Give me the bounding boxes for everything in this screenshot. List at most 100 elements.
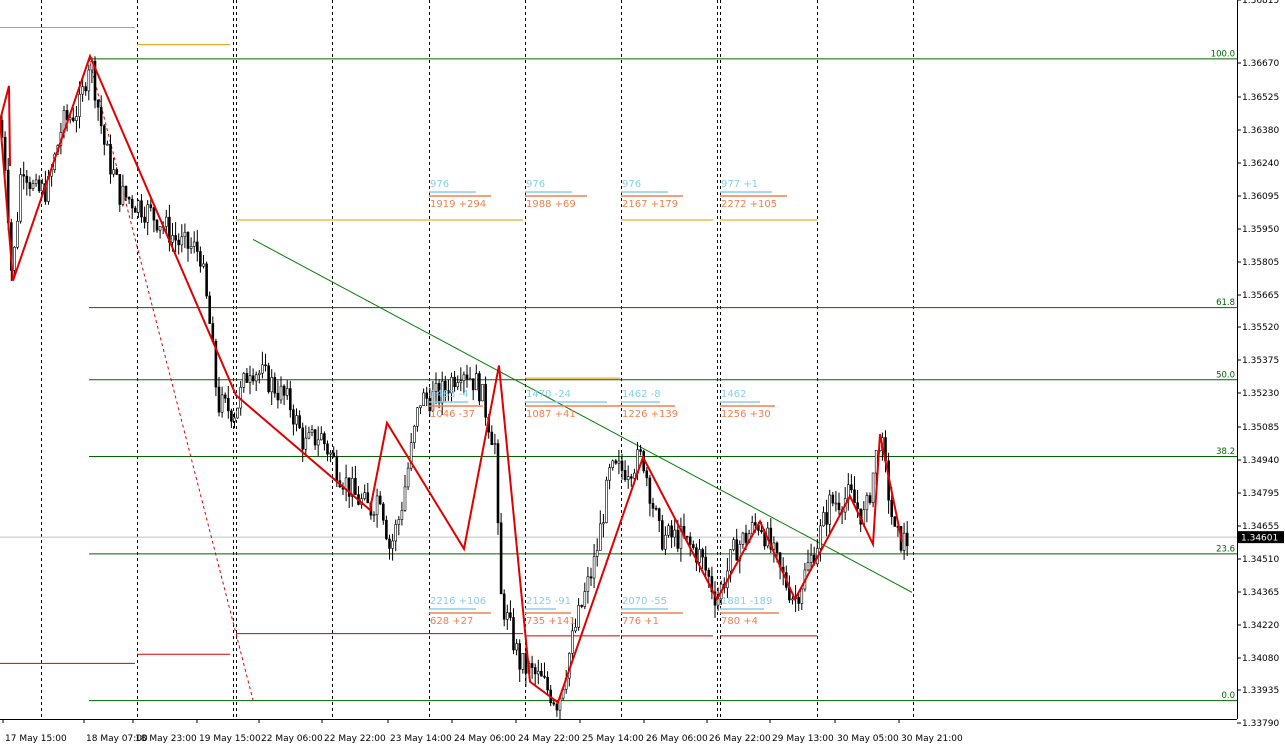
candle-body xyxy=(304,437,308,450)
candle-body xyxy=(189,246,193,249)
candle-body xyxy=(267,365,270,393)
candle-body xyxy=(205,263,208,297)
session-volume-label: 2125 -91 xyxy=(526,596,571,607)
candle-body xyxy=(242,373,246,388)
candle-body xyxy=(106,143,109,146)
candle-body xyxy=(81,86,84,95)
candle-body xyxy=(155,219,159,231)
candle-body xyxy=(468,378,472,380)
candle-body xyxy=(335,456,339,482)
candle-body xyxy=(412,425,416,443)
candle-body xyxy=(769,527,773,550)
candle-body xyxy=(251,375,255,382)
candle-body xyxy=(254,374,258,382)
candle-body xyxy=(775,542,779,554)
session-volume-label: 1462 -8 xyxy=(622,389,661,400)
candle-body xyxy=(614,460,618,464)
fib-level-label: 61.8 xyxy=(1216,298,1235,308)
candle-body xyxy=(130,198,134,209)
y-tick-label: 1.34795 xyxy=(1242,489,1279,499)
candle-body xyxy=(19,174,22,222)
candle-body xyxy=(22,174,26,177)
candle-body xyxy=(732,539,735,550)
candle-body xyxy=(738,544,742,561)
y-tick-label: 1.35950 xyxy=(1242,225,1279,235)
x-tick-label: 18 May 07:00 xyxy=(86,734,148,744)
candle-body xyxy=(350,478,354,497)
candle-body xyxy=(626,476,630,480)
candle-body xyxy=(673,529,677,538)
candle-body xyxy=(165,216,168,227)
candle-body xyxy=(902,532,906,551)
candle-body xyxy=(809,554,813,563)
candle-body xyxy=(261,364,264,374)
candle-body xyxy=(381,503,385,521)
candle-body xyxy=(276,392,280,401)
zigzag-line xyxy=(0,53,903,704)
x-tick-label: 18 May 23:00 xyxy=(135,734,197,744)
candle-body xyxy=(871,472,875,503)
candle-body xyxy=(217,386,221,413)
candle-body xyxy=(202,263,205,267)
candle-body xyxy=(481,383,484,402)
candle-body xyxy=(772,542,776,550)
candle-body xyxy=(493,443,497,445)
candle-body xyxy=(301,427,305,450)
candle-body xyxy=(540,670,543,677)
candle-body xyxy=(490,431,494,445)
candle-body xyxy=(279,385,283,401)
session-range-label: 735 +141 xyxy=(526,616,576,627)
candle-body xyxy=(688,536,692,545)
y-tick-label: 1.36240 xyxy=(1242,159,1279,169)
candle-body xyxy=(667,525,670,536)
x-tick-label: 25 May 14:00 xyxy=(582,734,644,744)
candle-body xyxy=(834,502,838,505)
candle-body xyxy=(406,467,410,488)
candle-body xyxy=(400,509,404,520)
fibonacci-retracement[interactable]: 100.0 61.8 50.0 38.2 23.6 0.0 xyxy=(88,49,1237,702)
session-volume-label: 976 xyxy=(622,179,641,190)
candle-body xyxy=(459,380,463,383)
session-volume-label: 976 xyxy=(526,179,545,190)
candle-body xyxy=(574,626,577,632)
session-range-label: 1256 +30 xyxy=(721,409,771,420)
candle-body xyxy=(710,576,714,593)
candle-body xyxy=(580,605,584,607)
x-tick-label: 19 May 15:00 xyxy=(199,734,261,744)
candle-body xyxy=(837,502,841,511)
trendline[interactable] xyxy=(252,239,913,593)
candle-body xyxy=(608,467,611,481)
candle-body xyxy=(905,532,909,547)
candle-body xyxy=(143,216,146,223)
candle-body xyxy=(363,492,367,499)
candle-body xyxy=(533,667,537,675)
candle-body xyxy=(140,200,143,218)
candle-body xyxy=(654,507,658,510)
candle-body xyxy=(288,388,292,411)
candle-body xyxy=(691,544,695,548)
candle-body xyxy=(555,703,559,711)
session-volume-label: 977 +1 xyxy=(721,179,758,190)
candle-body xyxy=(37,179,41,192)
candle-body xyxy=(270,377,274,393)
candle-body xyxy=(137,200,140,213)
candle-body xyxy=(664,534,667,550)
candle-body xyxy=(99,106,103,127)
y-tick-label: 1.36670 xyxy=(1242,59,1279,69)
candle-body xyxy=(611,460,615,468)
candle-body xyxy=(586,576,590,592)
candle-body xyxy=(437,383,441,404)
fib-level-label: 0.0 xyxy=(1221,691,1235,701)
candle-body xyxy=(233,417,236,422)
x-tick-label: 22 May 06:00 xyxy=(261,734,323,744)
candle-body xyxy=(893,516,897,527)
candle-body xyxy=(639,449,642,452)
candle-body xyxy=(183,231,187,238)
session-volume-label: 1881 -189 xyxy=(721,596,772,607)
candle-body xyxy=(868,495,872,503)
candle-body xyxy=(319,433,323,441)
candle-body xyxy=(28,182,32,189)
candle-body xyxy=(505,612,509,620)
